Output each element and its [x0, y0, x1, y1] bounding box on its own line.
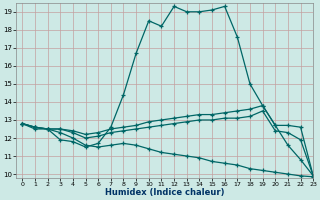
X-axis label: Humidex (Indice chaleur): Humidex (Indice chaleur) [105, 188, 224, 197]
